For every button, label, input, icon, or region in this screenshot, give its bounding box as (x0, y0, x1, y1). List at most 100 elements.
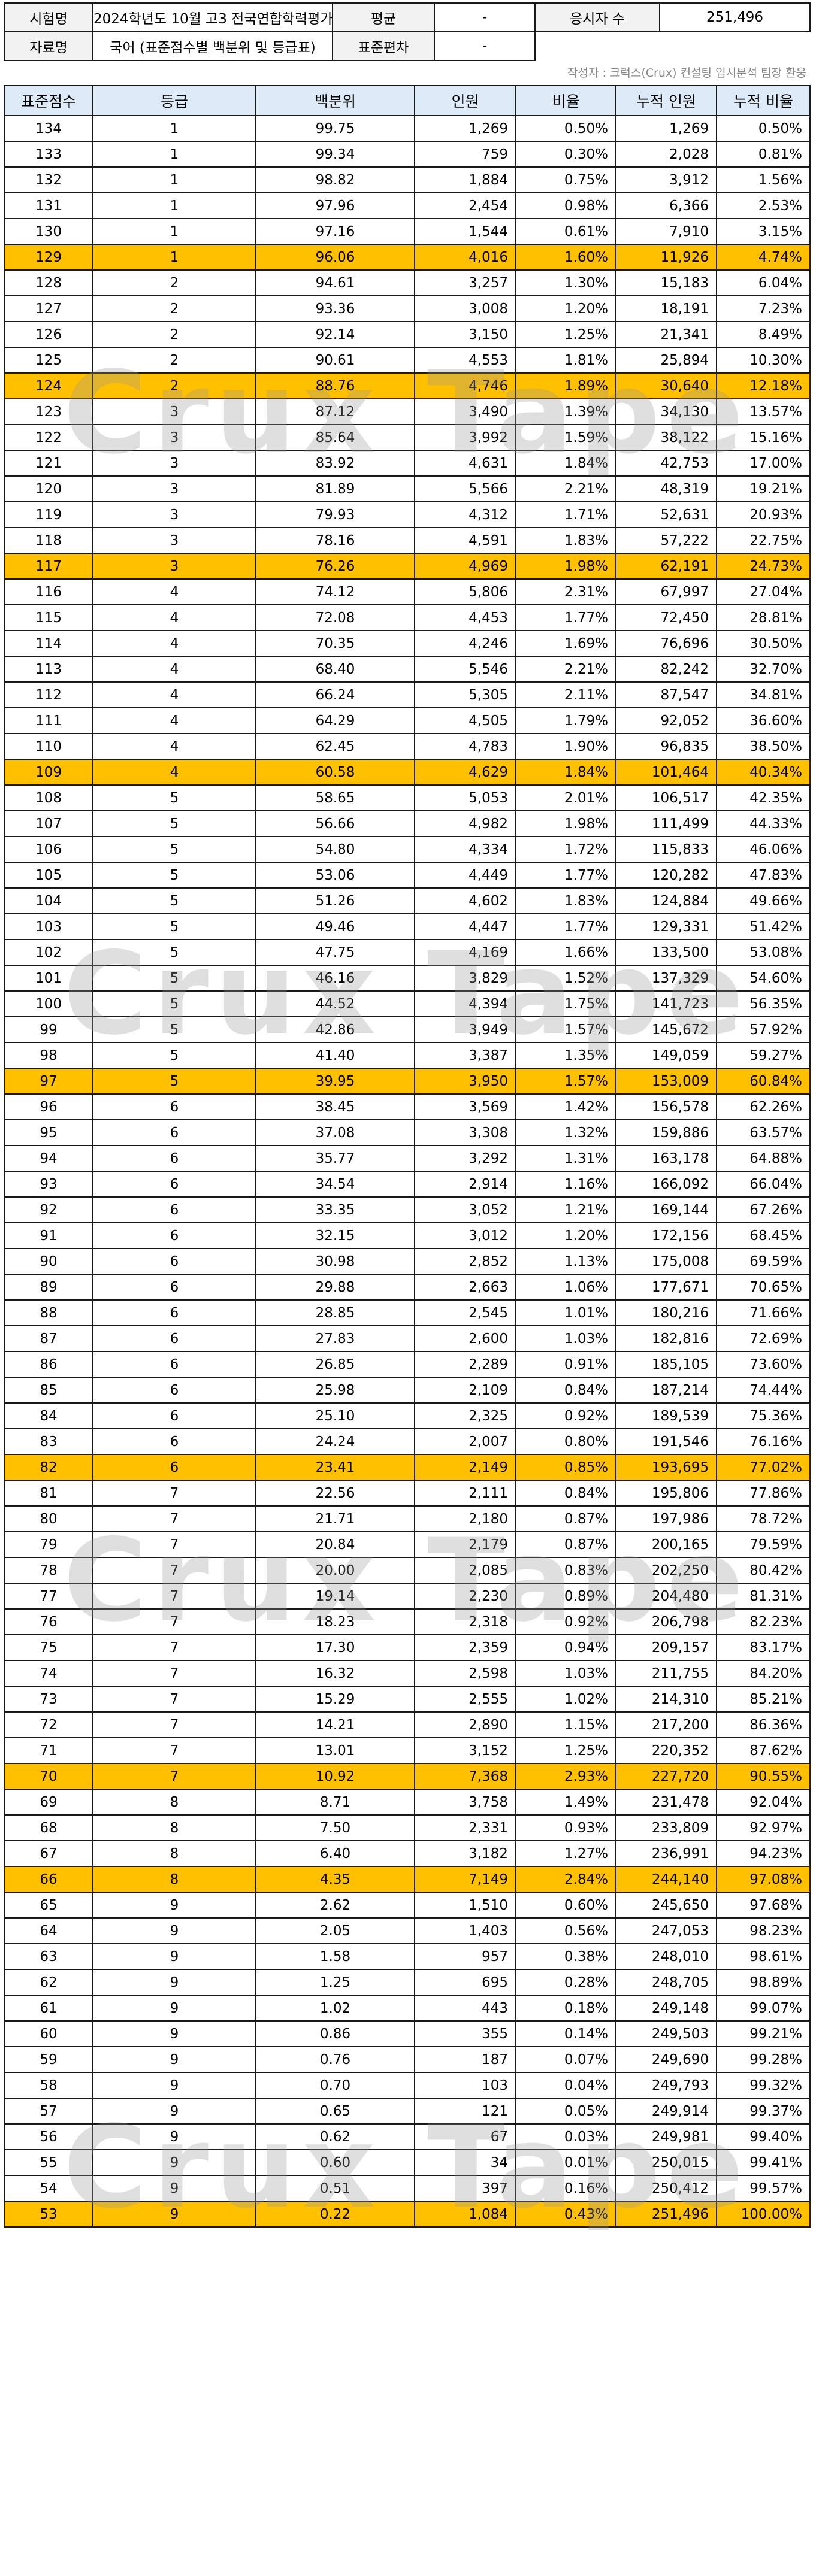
cell-score: 65 (4, 1892, 93, 1919)
cell-count: 121 (414, 2098, 516, 2125)
cell-cumulative-count: 141,723 (615, 990, 717, 1017)
cell-cumulative-ratio: 0.50% (716, 115, 811, 142)
cell-score: 109 (4, 759, 93, 786)
cell-cumulative-count: 249,981 (615, 2123, 717, 2150)
mean-value: - (434, 2, 536, 32)
cell-count: 2,890 (414, 1711, 516, 1738)
cell-ratio: 0.01% (515, 2149, 616, 2176)
cell-ratio: 1.06% (515, 1274, 616, 1301)
cell-count: 2,179 (414, 1531, 516, 1558)
cell-ratio: 1.39% (515, 398, 616, 425)
cell-score: 91 (4, 1222, 93, 1249)
cell-score: 100 (4, 990, 93, 1017)
cell-count: 2,598 (414, 1660, 516, 1687)
cell-grade: 4 (92, 604, 256, 631)
cell-cumulative-count: 15,183 (615, 269, 717, 296)
cell-count: 4,016 (414, 244, 516, 271)
cell-ratio: 1.13% (515, 1248, 616, 1275)
cell-cumulative-ratio: 42.35% (716, 784, 811, 811)
cell-score: 87 (4, 1325, 93, 1352)
cell-grade: 6 (92, 1454, 256, 1481)
table-row: 108 5 58.65 5,053 2.01% 106,517 42.35% (4, 784, 811, 811)
cell-score: 119 (4, 501, 93, 528)
cell-percentile: 10.92 (255, 1763, 415, 1790)
table-row: 123 3 87.12 3,490 1.39% 34,130 13.57% (4, 398, 811, 425)
cell-grade: 1 (92, 115, 256, 142)
cell-grade: 9 (92, 2201, 256, 2228)
cell-ratio: 1.20% (515, 1222, 616, 1249)
table-row: 65 9 2.62 1,510 0.60% 245,650 97.68% (4, 1892, 811, 1919)
cell-cumulative-count: 193,695 (615, 1454, 717, 1481)
cell-count: 3,152 (414, 1737, 516, 1764)
cell-ratio: 2.31% (515, 578, 616, 605)
cell-cumulative-ratio: 75.36% (716, 1402, 811, 1429)
cell-count: 5,806 (414, 578, 516, 605)
exam-name-value: 2024학년도 10월 고3 전국연합학력평가 (92, 2, 333, 32)
cell-score: 62 (4, 1969, 93, 1996)
cell-cumulative-ratio: 72.69% (716, 1325, 811, 1352)
table-row: 125 2 90.61 4,553 1.81% 25,894 10.30% (4, 347, 811, 374)
table-row: 127 2 93.36 3,008 1.20% 18,191 7.23% (4, 295, 811, 322)
cell-cumulative-count: 236,991 (615, 1840, 717, 1867)
cell-cumulative-count: 191,546 (615, 1428, 717, 1455)
cell-grade: 3 (92, 450, 256, 477)
cell-percentile: 54.80 (255, 836, 415, 863)
cell-percentile: 28.85 (255, 1299, 415, 1326)
cell-grade: 5 (92, 990, 256, 1017)
cell-cumulative-ratio: 99.57% (716, 2175, 811, 2202)
cell-cumulative-ratio: 38.50% (716, 733, 811, 760)
table-row: 63 9 1.58 957 0.38% 248,010 98.61% (4, 1943, 811, 1970)
cell-score: 125 (4, 347, 93, 374)
table-row: 102 5 47.75 4,169 1.66% 133,500 53.08% (4, 939, 811, 966)
cell-ratio: 1.20% (515, 295, 616, 322)
cell-percentile: 64.29 (255, 707, 415, 734)
cell-grade: 7 (92, 1763, 256, 1790)
table-row: 107 5 56.66 4,982 1.98% 111,499 44.33% (4, 810, 811, 837)
cell-cumulative-count: 180,216 (615, 1299, 717, 1326)
cell-score: 127 (4, 295, 93, 322)
takers-value: 251,496 (659, 2, 811, 32)
cell-grade: 4 (92, 578, 256, 605)
cell-percentile: 78.16 (255, 527, 415, 554)
author-credit: 작성자 : 크럭스(Crux) 컨설팅 입시분석 팀장 환웅 (567, 66, 806, 80)
cell-percentile: 1.02 (255, 1995, 415, 2022)
cell-cumulative-ratio: 77.86% (716, 1480, 811, 1507)
cell-cumulative-ratio: 97.68% (716, 1892, 811, 1919)
cell-cumulative-count: 250,015 (615, 2149, 717, 2176)
cell-cumulative-count: 187,214 (615, 1377, 717, 1404)
cell-cumulative-ratio: 10.30% (716, 347, 811, 374)
cell-score: 108 (4, 784, 93, 811)
cell-ratio: 1.03% (515, 1325, 616, 1352)
cell-cumulative-count: 189,539 (615, 1402, 717, 1429)
cell-score: 81 (4, 1480, 93, 1507)
cell-count: 4,553 (414, 347, 516, 374)
cell-percentile: 88.76 (255, 372, 415, 399)
cell-percentile: 6.40 (255, 1840, 415, 1867)
cell-cumulative-count: 163,178 (615, 1145, 717, 1172)
cell-percentile: 1.58 (255, 1943, 415, 1970)
table-row: 54 9 0.51 397 0.16% 250,412 99.57% (4, 2175, 811, 2202)
cell-cumulative-count: 211,755 (615, 1660, 717, 1687)
cell-ratio: 1.21% (515, 1196, 616, 1223)
cell-ratio: 1.77% (515, 913, 616, 940)
cell-grade: 3 (92, 475, 256, 502)
column-header-ratio: 비율 (515, 85, 616, 116)
cell-ratio: 0.38% (515, 1943, 616, 1970)
cell-count: 3,758 (414, 1789, 516, 1816)
table-row: 106 5 54.80 4,334 1.72% 115,833 46.06% (4, 836, 811, 863)
cell-cumulative-ratio: 78.72% (716, 1505, 811, 1532)
cell-count: 5,053 (414, 784, 516, 811)
cell-cumulative-count: 1,269 (615, 115, 717, 142)
cell-score: 79 (4, 1531, 93, 1558)
cell-score: 54 (4, 2175, 93, 2202)
table-row: 121 3 83.92 4,631 1.84% 42,753 17.00% (4, 450, 811, 477)
cell-ratio: 1.25% (515, 1737, 616, 1764)
cell-count: 443 (414, 1995, 516, 2022)
cell-count: 2,600 (414, 1325, 516, 1352)
cell-cumulative-count: 217,200 (615, 1711, 717, 1738)
cell-cumulative-ratio: 13.57% (716, 398, 811, 425)
cell-cumulative-count: 250,412 (615, 2175, 717, 2202)
cell-count: 67 (414, 2123, 516, 2150)
cell-cumulative-count: 169,144 (615, 1196, 717, 1223)
table-row: 61 9 1.02 443 0.18% 249,148 99.07% (4, 1995, 811, 2022)
